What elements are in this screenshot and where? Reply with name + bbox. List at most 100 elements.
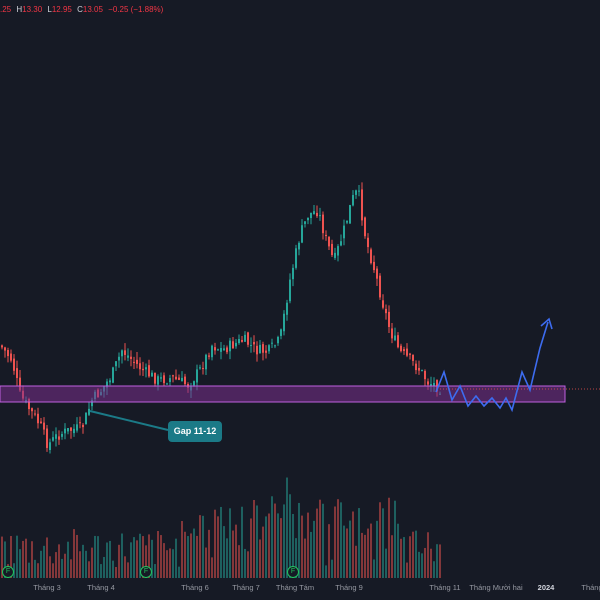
volume-bar: [97, 536, 99, 578]
ohlc-high-label: H: [16, 5, 23, 14]
volume-bar: [73, 529, 75, 578]
volume-bar: [262, 526, 264, 578]
volume-bar: [205, 547, 207, 578]
x-axis-label: Tháng 6: [181, 583, 209, 592]
candle-body: [31, 408, 33, 412]
candle-body: [322, 214, 324, 234]
volume-bar: [40, 550, 42, 578]
candle-body: [148, 365, 150, 377]
volume-bar: [28, 562, 30, 578]
candle-body: [166, 383, 168, 385]
candle-body: [286, 302, 288, 315]
candle-body: [424, 370, 426, 380]
volume-bar: [64, 553, 66, 578]
candle-body: [43, 422, 45, 430]
candle-body: [406, 348, 408, 356]
volume-bar: [136, 540, 138, 578]
earnings-flag-icon[interactable]: F: [287, 566, 299, 578]
volume-bar: [190, 533, 192, 578]
candle-body: [232, 341, 234, 349]
candle-body: [268, 345, 270, 352]
earnings-flag-icon[interactable]: F: [2, 566, 14, 578]
volume-bar: [217, 516, 219, 578]
candle-body: [154, 372, 156, 384]
candle-body: [91, 399, 93, 407]
volume-bar: [274, 503, 276, 578]
volume-bar: [103, 556, 105, 578]
volume-bar: [256, 505, 258, 578]
volume-bar: [139, 533, 141, 578]
volume-bar: [328, 524, 330, 578]
volume-bar: [379, 502, 381, 578]
candle-body: [85, 412, 87, 425]
volume-bar: [352, 511, 354, 578]
earnings-flag-icon[interactable]: F: [140, 566, 152, 578]
candle-body: [169, 378, 171, 382]
volume-bar: [181, 521, 183, 578]
candle-body: [430, 384, 432, 387]
ohlc-open-partial: .25: [0, 5, 12, 14]
candle-body: [160, 377, 162, 379]
candle-body: [121, 350, 123, 357]
volume-bar: [67, 541, 69, 578]
candle-body: [367, 237, 369, 248]
candle-body: [349, 205, 351, 224]
x-axis-label: Tháng 7: [232, 583, 260, 592]
volume-bar: [1, 536, 3, 578]
volume-bar: [58, 544, 60, 578]
volume-bar: [37, 563, 39, 578]
volume-bar: [232, 530, 234, 578]
volume-bar: [163, 543, 165, 578]
gap-callout-label[interactable]: Gap 11-12: [168, 421, 222, 442]
volume-bar: [424, 547, 426, 578]
candle-body: [433, 383, 435, 387]
volume-bar: [349, 520, 351, 578]
volume-bar: [238, 545, 240, 578]
candle-body: [136, 359, 138, 364]
volume-bar: [211, 557, 213, 578]
candle-body: [421, 369, 423, 371]
candle-body: [151, 372, 153, 377]
volume-bar: [172, 549, 174, 578]
volume-bar: [364, 534, 366, 578]
volume-bar: [184, 531, 186, 578]
candle-body: [163, 375, 165, 384]
volume-bar: [199, 515, 201, 578]
volume-bar: [187, 536, 189, 578]
candle-body: [112, 367, 114, 383]
volume-bar: [280, 518, 282, 578]
candle-body: [223, 348, 225, 351]
candle-body: [40, 421, 42, 424]
candle-body: [340, 241, 342, 246]
volume-bar: [313, 520, 315, 578]
candle-body: [343, 225, 345, 239]
gap-callout-line: [89, 410, 169, 431]
volume-bar: [409, 536, 411, 578]
candle-body: [250, 345, 252, 347]
volume-bar: [52, 563, 54, 578]
candle-body: [409, 353, 411, 355]
candle-body: [400, 345, 402, 352]
volume-bar: [394, 500, 396, 578]
candle-body: [58, 436, 60, 440]
volume-bar: [160, 535, 162, 578]
candle-body: [244, 334, 246, 342]
volume-bar: [346, 528, 348, 578]
volume-bar: [325, 565, 327, 578]
x-axis-label: Tháng 11: [429, 583, 461, 592]
candle-body: [76, 424, 78, 431]
volume-bar: [376, 520, 378, 578]
candle-body: [382, 300, 384, 308]
volume-bar: [208, 529, 210, 578]
candle-body: [55, 434, 57, 439]
candle-body: [61, 433, 63, 437]
candle-body: [28, 399, 30, 410]
volume-bar: [316, 508, 318, 578]
candle-body: [304, 221, 306, 224]
candle-body: [256, 345, 258, 355]
volume-bar: [16, 535, 18, 578]
candle-body: [124, 350, 126, 355]
candle-body: [238, 338, 240, 344]
